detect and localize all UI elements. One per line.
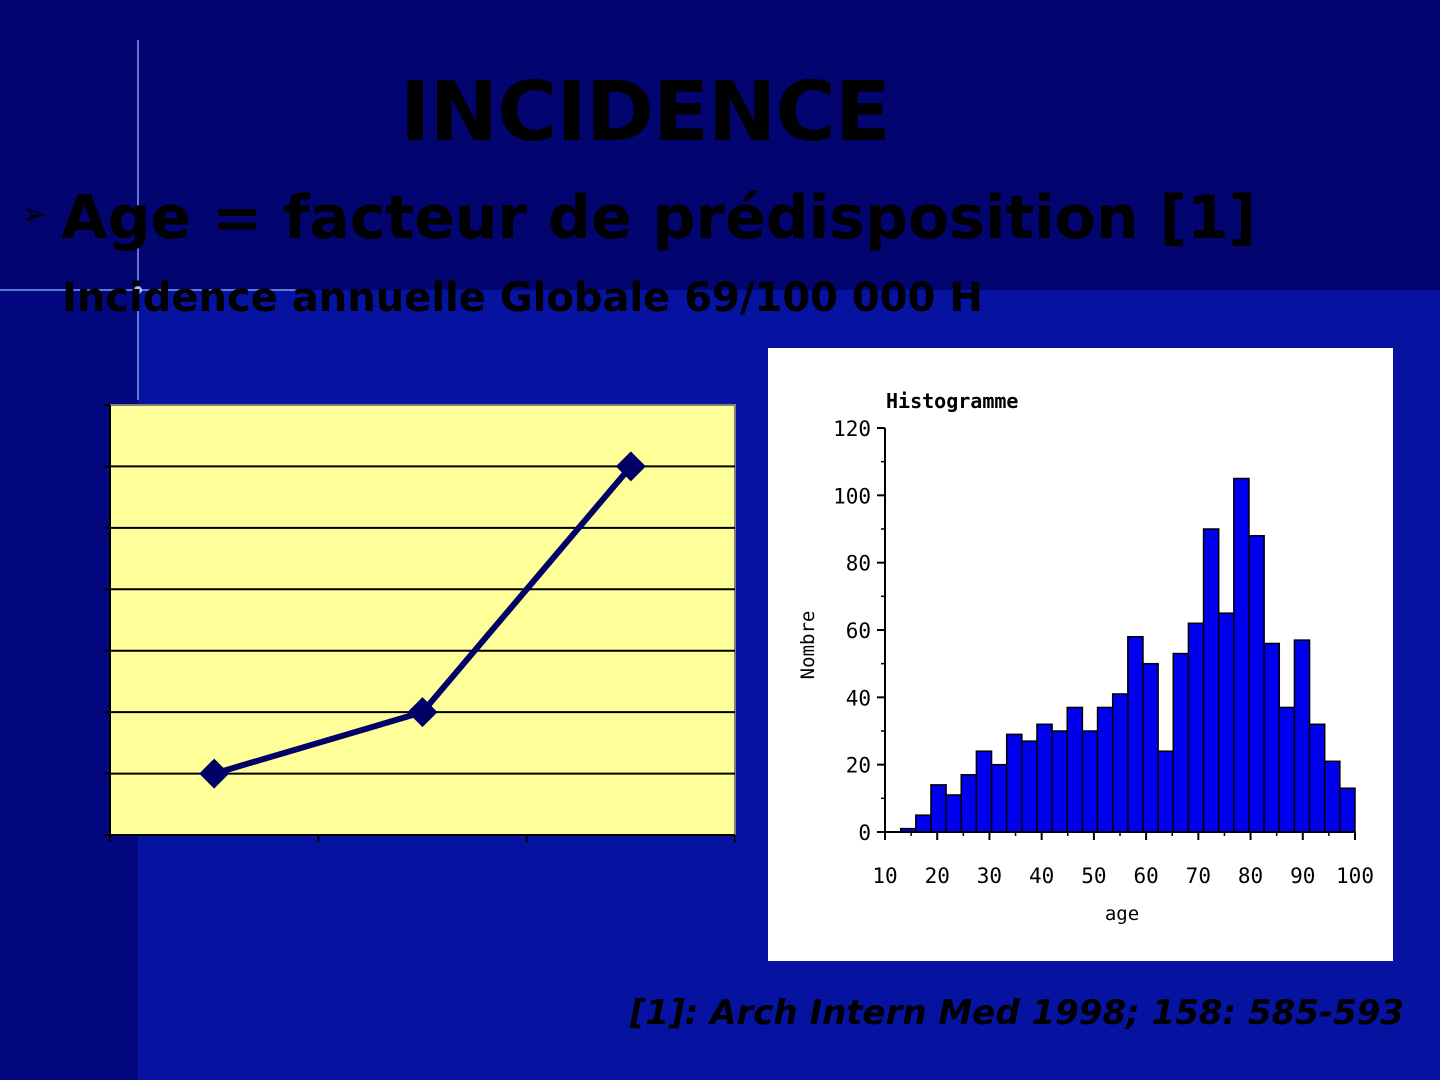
histogram-bar [1127, 635, 1144, 833]
histogram-y-tick-label: 120 [833, 417, 871, 441]
histogram-y-tick-label: 60 [846, 619, 871, 643]
reference-citation: [1]: Arch Intern Med 1998; 158: 585-593 [630, 993, 1405, 1033]
histogram-x-tick-label: 90 [1290, 864, 1315, 888]
histogram-bar [1157, 750, 1175, 833]
histogram-y-tick-label: 80 [846, 552, 871, 576]
histogram-bar [1081, 730, 1099, 833]
incidence-line-chart [104, 404, 736, 842]
line-point-marker [407, 697, 438, 728]
histogram-bar [945, 794, 962, 833]
histogram-y-tick-label: 40 [846, 686, 871, 710]
histogram-bar [1308, 723, 1326, 833]
histogram-bar [1293, 639, 1311, 833]
histogram-x-tick-label: 50 [1081, 864, 1106, 888]
histogram-x-tick-label: 30 [977, 864, 1002, 888]
histogram-bar [1005, 733, 1023, 833]
histogram-y-tick-label: 20 [846, 754, 871, 778]
histogram-bar [1263, 642, 1281, 833]
histogram-bar [1187, 622, 1205, 833]
histogram-x-tick-label: 10 [872, 864, 897, 888]
bullet-line: ➢ Age = facteur de prédisposition [1] [22, 188, 1256, 248]
histogram-bar [1233, 477, 1250, 833]
histogram-x-tick-label: 20 [925, 864, 950, 888]
histogram-bar [1172, 652, 1190, 833]
line-point-marker [199, 758, 230, 789]
histogram-bar [1339, 787, 1356, 833]
histogram-x-tick-label: 70 [1186, 864, 1211, 888]
bullet-text: Age = facteur de prédisposition [1] [61, 183, 1257, 253]
histogram-bar [1111, 693, 1129, 833]
histogram-bar [1036, 723, 1053, 833]
slide-title: INCIDENCE [400, 65, 891, 160]
histogram-bar [1248, 534, 1265, 833]
histogram-bar [960, 774, 978, 833]
histogram-bar [1066, 706, 1084, 833]
arrow-bullet-icon: ➢ [22, 197, 48, 233]
histogram-bar [930, 784, 947, 833]
histogram-y-tick-label: 100 [833, 484, 871, 508]
age-histogram: Histogramme 0 20 40 60 80 100 120 10 20 30 40 50 60 70… [797, 389, 1374, 925]
histogram-bar [1142, 662, 1159, 833]
histogram-panel: Histogramme 0 20 40 60 80 100 120 10 20 30 40 50 60 70… [768, 348, 1393, 961]
slide-subtitle: Incidence annuelle Globale 69/100 000 H [62, 275, 983, 321]
histogram-bar [990, 763, 1008, 833]
line-point-marker [615, 451, 646, 482]
histogram-bar [1051, 730, 1069, 833]
histogram-bar [1323, 760, 1341, 833]
histogram-bar [915, 814, 932, 833]
histogram-x-tick-label: 40 [1029, 864, 1054, 888]
histogram-title: Histogramme [886, 389, 1018, 413]
histogram-y-label: Nombre [797, 611, 819, 680]
histogram-x-tick-label: 60 [1133, 864, 1158, 888]
histogram-x-label: age [1105, 903, 1139, 925]
histogram-bar [1202, 528, 1220, 833]
histogram-bar [975, 750, 993, 833]
histogram-x-tick-label: 80 [1238, 864, 1263, 888]
histogram-bar [1021, 740, 1038, 833]
histogram-bar [1278, 706, 1296, 833]
histogram-bar [1096, 706, 1114, 833]
histogram-x-tick-label: 100 [1336, 864, 1374, 888]
histogram-bar [1217, 612, 1235, 833]
histogram-y-tick-label: 0 [858, 821, 871, 845]
